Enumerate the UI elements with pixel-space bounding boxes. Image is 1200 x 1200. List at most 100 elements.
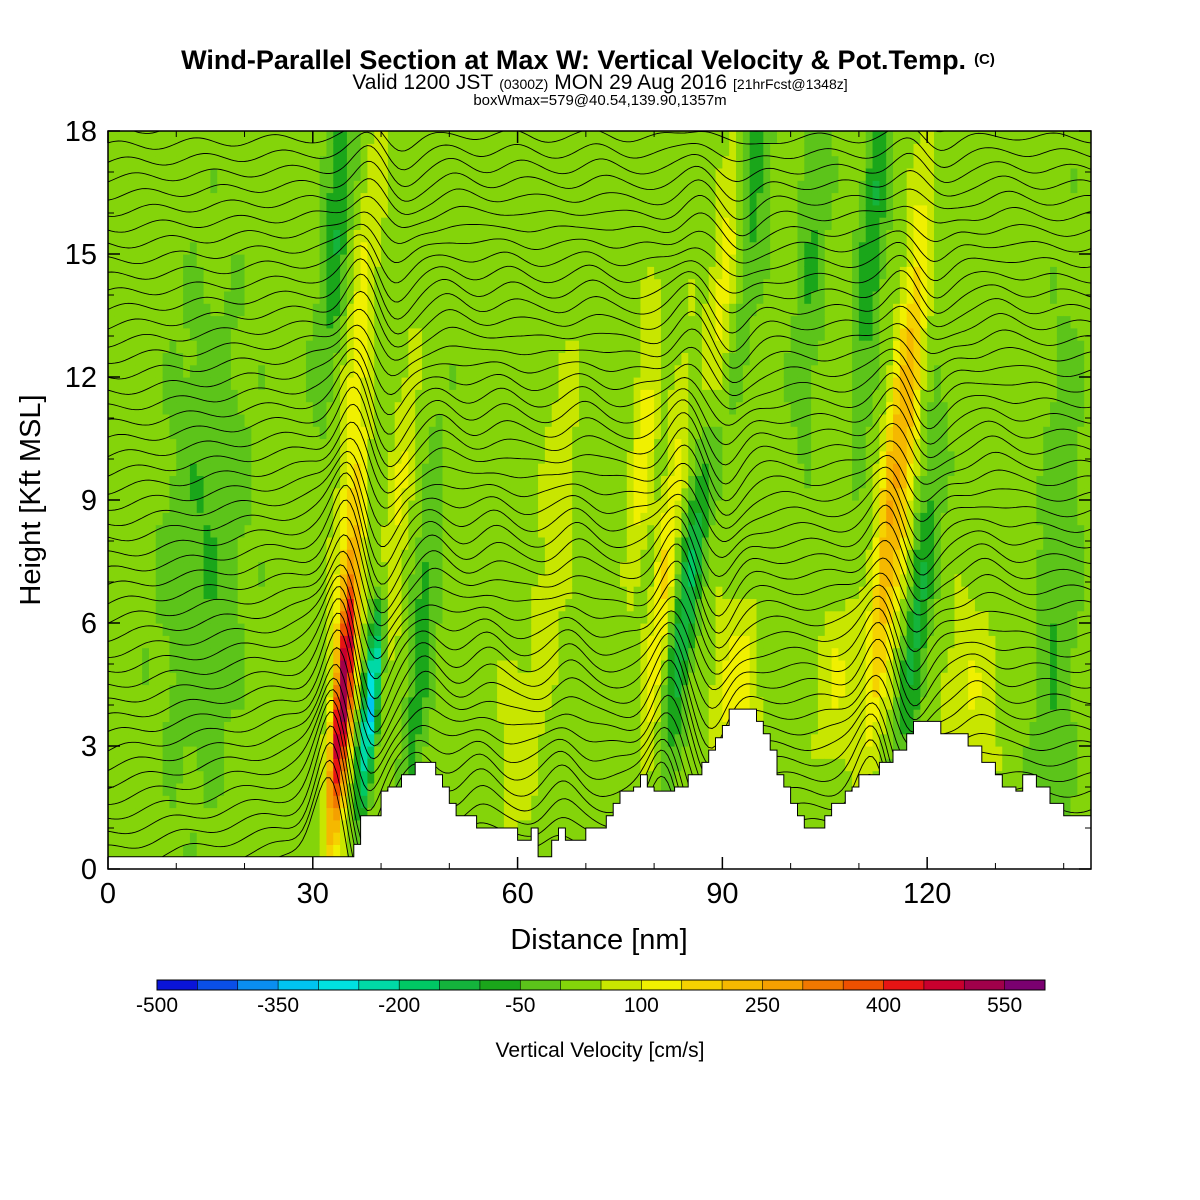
velocity-cell bbox=[510, 327, 519, 341]
velocity-cell bbox=[237, 143, 246, 157]
velocity-cell bbox=[353, 795, 362, 809]
velocity-cell bbox=[237, 364, 246, 378]
velocity-cell bbox=[647, 278, 655, 292]
velocity-cell bbox=[503, 475, 512, 489]
velocity-cell bbox=[224, 524, 232, 538]
velocity-cell bbox=[189, 696, 198, 710]
velocity-cell bbox=[572, 524, 580, 538]
velocity-cell bbox=[469, 352, 478, 366]
velocity-cell bbox=[258, 549, 266, 563]
velocity-cell bbox=[292, 610, 300, 624]
velocity-cell bbox=[660, 352, 669, 366]
velocity-cell bbox=[121, 377, 130, 390]
velocity-cell bbox=[517, 586, 526, 599]
velocity-cell bbox=[415, 450, 423, 464]
velocity-cell bbox=[490, 167, 498, 181]
velocity-cell bbox=[667, 463, 676, 476]
velocity-cell bbox=[558, 475, 566, 489]
velocity-cell bbox=[258, 709, 266, 722]
velocity-cell bbox=[346, 229, 355, 243]
velocity-cell bbox=[456, 377, 464, 390]
velocity-cell bbox=[408, 401, 416, 415]
velocity-cell bbox=[251, 524, 259, 538]
velocity-cell bbox=[572, 659, 580, 673]
velocity-cell bbox=[497, 340, 505, 353]
velocity-cell bbox=[217, 659, 225, 673]
velocity-cell bbox=[169, 819, 177, 833]
velocity-cell bbox=[305, 155, 314, 169]
velocity-cell bbox=[108, 303, 116, 317]
velocity-cell bbox=[189, 463, 198, 476]
velocity-cell bbox=[544, 167, 553, 181]
velocity-cell bbox=[305, 573, 314, 587]
velocity-cell bbox=[415, 426, 423, 440]
velocity-cell bbox=[456, 721, 464, 735]
velocity-cell bbox=[599, 143, 607, 157]
velocity-cell bbox=[415, 413, 423, 427]
velocity-cell bbox=[633, 659, 642, 673]
velocity-cell bbox=[162, 401, 171, 415]
velocity-cell bbox=[278, 217, 287, 230]
velocity-cell bbox=[667, 180, 676, 194]
velocity-cell bbox=[599, 254, 607, 267]
velocity-cell bbox=[237, 598, 246, 612]
velocity-cell bbox=[224, 180, 232, 194]
velocity-cell bbox=[476, 635, 485, 649]
velocity-cell bbox=[305, 782, 314, 796]
velocity-cell bbox=[599, 290, 607, 304]
velocity-cell bbox=[428, 524, 437, 538]
velocity-cell bbox=[660, 167, 669, 181]
velocity-cell bbox=[531, 229, 539, 243]
velocity-cell bbox=[203, 758, 211, 772]
velocity-cell bbox=[162, 303, 171, 317]
velocity-cell bbox=[217, 573, 225, 587]
velocity-cell bbox=[135, 635, 143, 649]
velocity-cell bbox=[353, 413, 362, 427]
velocity-cell bbox=[285, 647, 293, 661]
velocity-cell bbox=[265, 180, 273, 194]
velocity-cell bbox=[183, 696, 191, 710]
velocity-cell bbox=[387, 709, 396, 722]
velocity-cell bbox=[237, 401, 246, 415]
velocity-cell bbox=[285, 463, 293, 476]
velocity-cell bbox=[237, 586, 246, 599]
velocity-cell bbox=[217, 819, 225, 833]
velocity-cell bbox=[551, 536, 560, 550]
velocity-cell bbox=[633, 647, 642, 661]
velocity-cell bbox=[183, 586, 191, 599]
velocity-cell bbox=[538, 672, 546, 686]
velocity-cell bbox=[183, 746, 191, 759]
velocity-cell bbox=[476, 290, 485, 304]
velocity-cell bbox=[162, 340, 171, 353]
velocity-cell bbox=[142, 389, 150, 403]
velocity-cell bbox=[203, 721, 211, 735]
velocity-cell bbox=[196, 167, 205, 181]
velocity-cell bbox=[538, 290, 546, 304]
velocity-cell bbox=[340, 500, 348, 513]
velocity-cell bbox=[626, 401, 635, 415]
velocity-cell bbox=[503, 610, 512, 624]
velocity-cell bbox=[169, 413, 177, 427]
velocity-cell bbox=[558, 167, 566, 181]
velocity-cell bbox=[224, 647, 232, 661]
velocity-cell bbox=[544, 610, 553, 624]
velocity-cell bbox=[517, 623, 526, 636]
velocity-cell bbox=[497, 795, 505, 809]
velocity-cell bbox=[237, 733, 246, 747]
velocity-cell bbox=[585, 413, 594, 427]
velocity-cell bbox=[408, 340, 416, 353]
velocity-cell bbox=[456, 758, 464, 772]
velocity-cell bbox=[128, 315, 136, 329]
velocity-cell bbox=[626, 672, 635, 686]
velocity-cell bbox=[155, 401, 164, 415]
velocity-cell bbox=[517, 241, 526, 255]
velocity-cell bbox=[449, 475, 457, 489]
velocity-cell bbox=[660, 610, 669, 624]
velocity-cell bbox=[381, 463, 389, 476]
velocity-cell bbox=[278, 290, 287, 304]
velocity-cell bbox=[114, 352, 123, 366]
velocity-cell bbox=[469, 610, 478, 624]
velocity-cell bbox=[203, 807, 211, 821]
velocity-cell bbox=[162, 770, 171, 784]
velocity-cell bbox=[476, 770, 485, 784]
